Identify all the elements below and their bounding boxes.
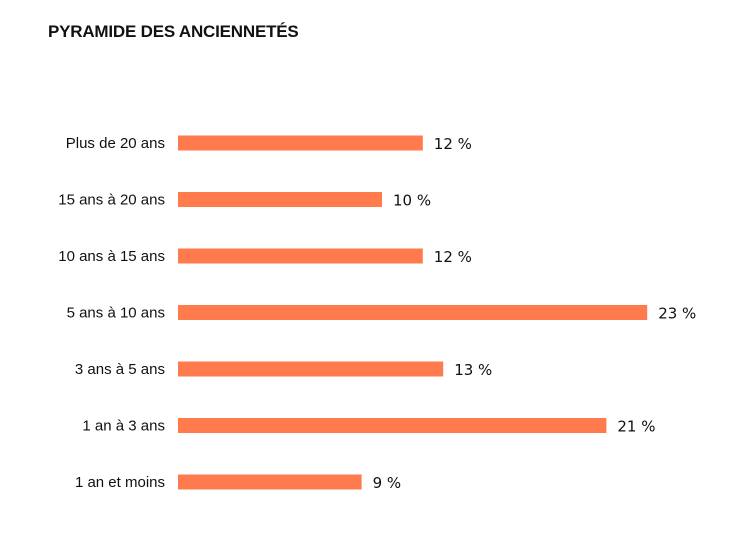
data-label: 12 % [434, 135, 472, 153]
bar [178, 192, 382, 207]
data-label: 9 % [373, 474, 402, 492]
data-label: 23 % [658, 305, 696, 323]
category-label: 5 ans à 10 ans [67, 305, 165, 322]
data-label: 10 % [393, 192, 431, 210]
bar [178, 248, 423, 264]
bar [178, 305, 648, 320]
data-label: 21 % [617, 418, 655, 436]
bar [178, 135, 423, 151]
category-label: 1 an à 3 ans [82, 418, 165, 435]
category-label: Plus de 20 ans [66, 135, 165, 152]
category-label: 15 ans à 20 ans [58, 192, 165, 209]
bar [178, 361, 444, 377]
chart-title: PYRAMIDE DES ANCIENNETÉS [48, 22, 299, 41]
data-label: 13 % [454, 361, 492, 379]
data-label: 12 % [434, 248, 472, 266]
category-label: 10 ans à 15 ans [58, 248, 165, 265]
category-label: 1 an et moins [75, 474, 165, 491]
category-label: 3 ans à 5 ans [75, 361, 165, 378]
bar [178, 474, 362, 490]
bar [178, 418, 607, 433]
